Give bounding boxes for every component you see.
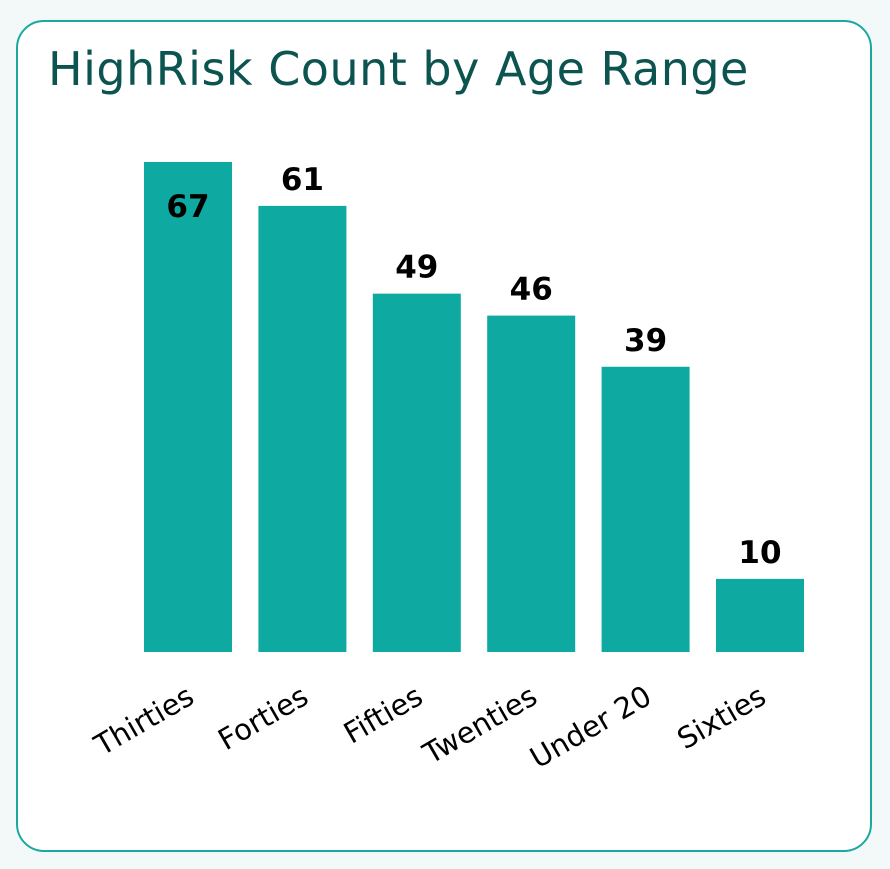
data-label: 61 — [281, 162, 324, 198]
data-label: 67 — [166, 189, 209, 225]
bar-under-20 — [601, 366, 690, 652]
chart-card: HighRisk Count by Age Range 67 Thirties 61… — [16, 20, 872, 852]
x-tick-label: Sixties — [671, 679, 771, 756]
x-tick-label: Fifties — [338, 679, 428, 751]
x-tick-label: Forties — [212, 679, 314, 757]
bar-forties — [258, 205, 347, 652]
x-tick-label: Thirties — [88, 679, 200, 763]
data-label: 39 — [624, 323, 667, 359]
bar-thirties — [144, 162, 232, 652]
bar-fifties — [372, 293, 461, 652]
x-tick-label: Under 20 — [524, 679, 657, 775]
bar-twenties — [487, 315, 576, 652]
data-label: 49 — [395, 250, 438, 286]
data-label: 10 — [738, 535, 781, 571]
bar-chart: 67 Thirties 61 Forties 49 Fifties 46 Twenties 39… — [88, 162, 804, 775]
bar-sixties — [716, 578, 804, 652]
x-tick-label: Twenties — [416, 679, 542, 772]
data-label: 46 — [510, 272, 553, 308]
chart-title: HighRisk Count by Age Range — [48, 42, 749, 96]
